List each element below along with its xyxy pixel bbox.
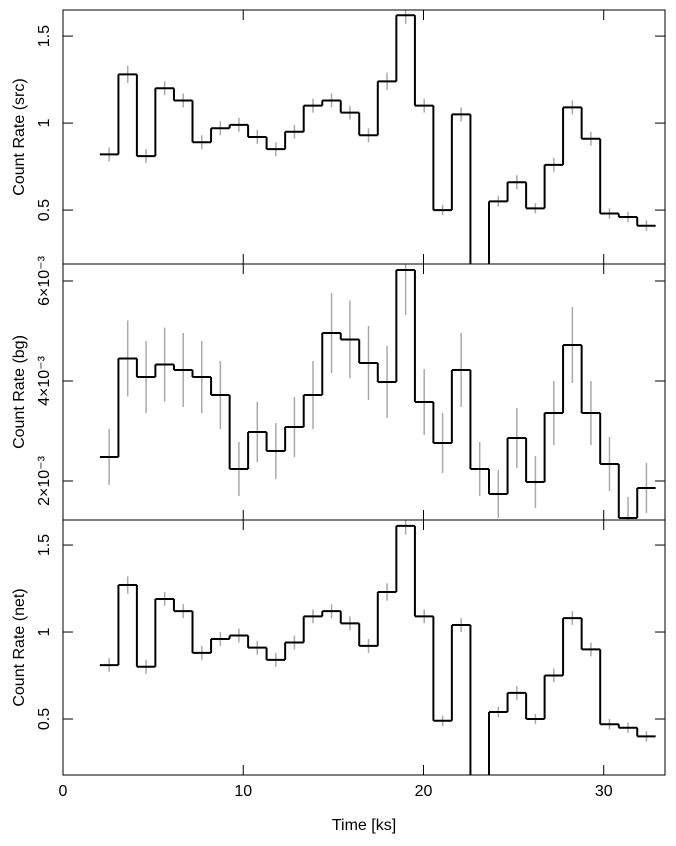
y-tick-label: 4×10⁻³	[36, 355, 53, 405]
y-axis-label: Count Rate (src)	[11, 78, 28, 195]
x-tick-label: 20	[415, 783, 433, 800]
plot-area	[99, 520, 656, 775]
y-axis-label: Count Rate (bg)	[11, 335, 28, 449]
y-axis-label: Count Rate (net)	[11, 588, 28, 706]
x-tick-label: 10	[234, 783, 252, 800]
plot-frame	[62, 9, 666, 265]
plot-area	[99, 264, 656, 520]
y-tick-label: 1.5	[36, 25, 53, 47]
y-tick-label: 0.5	[36, 708, 53, 730]
x-tick-label: 0	[59, 783, 68, 800]
plot-frame	[62, 519, 666, 776]
y-tick-label: 1	[36, 627, 53, 636]
y-tick-label: 0.5	[36, 199, 53, 221]
y-tick-label: 1.5	[36, 534, 53, 556]
plot-area	[99, 10, 656, 264]
plot-frame	[62, 263, 666, 521]
y-tick-label: 1	[36, 119, 53, 128]
y-tick-label: 6×10⁻³	[36, 255, 53, 305]
x-axis-label: Time [ks]	[332, 817, 396, 834]
y-tick-label: 2×10⁻³	[36, 455, 53, 505]
x-tick-label: 30	[595, 783, 613, 800]
